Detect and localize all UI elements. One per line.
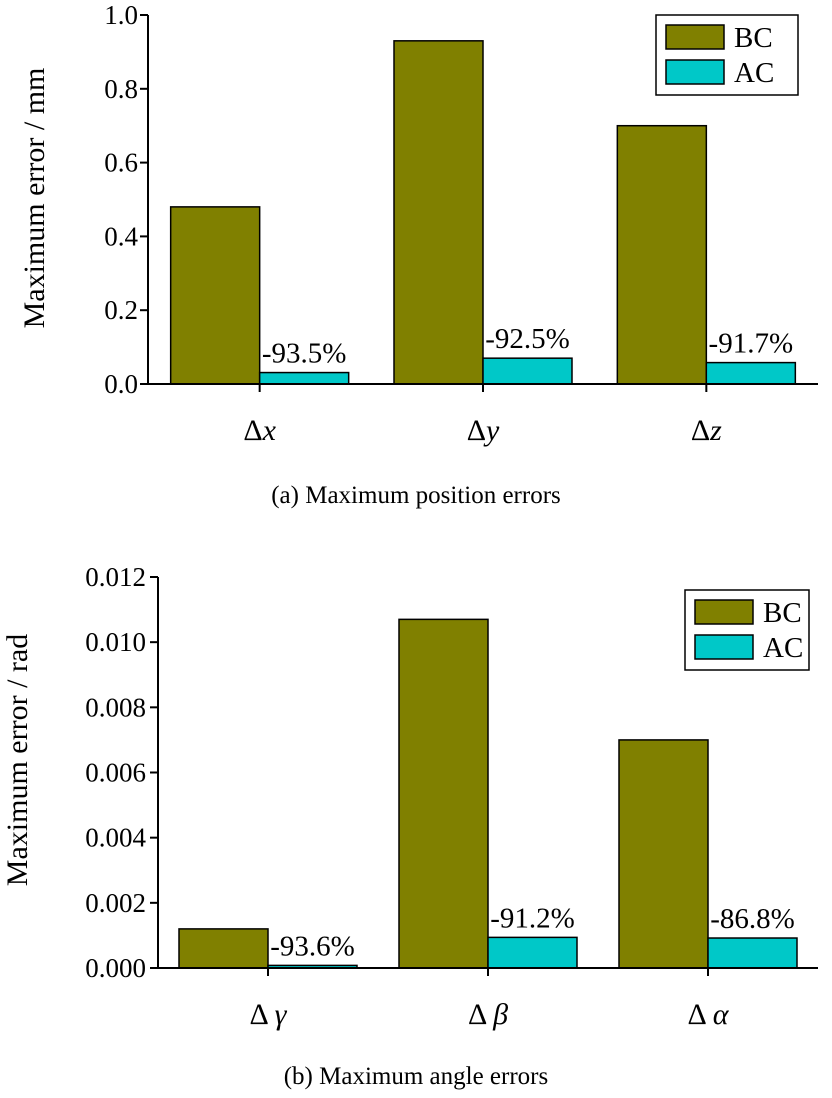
panel-a-axes [147,15,818,392]
x-category-label: Δ γ [250,998,288,1031]
legend-label-ac: AC [763,632,803,664]
y-tick-label: 0.010 [85,627,146,657]
reduction-label: -93.6% [270,930,355,962]
x-category-label: Δ α [688,998,730,1031]
y-tick-label: 1.0 [104,0,138,30]
panel-b-ylabel: Maximum error / rad [1,634,34,886]
bar-bc [169,206,261,385]
reduction-label: -86.8% [710,903,795,935]
legend-label-ac: AC [734,57,774,89]
panel-a-yticks: 0.0 0.2 0.4 0.6 0.8 1.0 [104,0,148,399]
panel-a-bars [169,40,797,385]
panel-b-data-labels: -93.6% -91.2% -86.8% [270,902,795,962]
panel-b-caption: (b) Maximum angle errors [284,1063,549,1090]
panel-b-bars [178,618,798,969]
y-tick-label: 0.008 [85,692,146,722]
bar-bc [398,618,489,969]
legend-swatch-bc [694,599,754,625]
y-tick-label: 0.006 [85,758,146,788]
x-category-label: Δy [467,414,500,447]
panel-b-yticks: 0.000 0.002 0.004 0.006 0.008 0.010 0.012 [85,562,158,983]
y-tick-label: 0.2 [104,295,138,325]
y-tick-label: 0.0 [104,369,138,399]
reduction-label: -91.2% [490,902,575,934]
y-tick-label: 0.8 [104,74,138,104]
bar-ac [705,361,797,385]
panel-a-data-labels: -93.5% -92.5% -91.7% [262,323,793,369]
panel-a-ylabel: Maximum error / mm [18,68,51,329]
x-category-label: Δz [691,414,722,447]
bar-bc [178,928,269,969]
y-tick-label: 0.012 [85,562,146,592]
y-tick-label: 0.4 [104,221,138,251]
y-tick-label: 0.000 [85,953,146,983]
legend-label-bc: BC [763,597,802,629]
y-tick-label: 0.004 [85,823,146,853]
legend-swatch-bc [665,24,725,50]
bar-bc [393,40,484,385]
y-tick-label: 0.002 [85,888,146,918]
bar-ac [487,936,578,969]
legend-swatch-ac [694,634,754,660]
legend-swatch-ac [665,59,725,85]
bar-ac [707,937,798,969]
panel-a: 0.00.20.40.60.81.0 Δx Δy Δz -93.5% -92.5% -9… [18,0,818,509]
panel-a-caption: (a) Maximum position errors [271,482,561,509]
reduction-label: -93.5% [262,338,347,370]
bar-ac [482,357,573,385]
bar-ac [258,371,350,385]
x-category-label: Δ β [468,998,508,1031]
panel-b: 0.000 0.002 0.004 0.006 0.008 0.010 0.012 Δ γ Δ… [1,562,818,1090]
reduction-label: -91.7% [709,328,794,360]
legend-label-bc: BC [734,22,773,54]
x-category-label: Δx [243,414,276,447]
y-tick-label: 0.6 [104,148,138,178]
reduction-label: -92.5% [485,323,570,355]
panel-a-categories: Δx Δy Δz [243,414,722,447]
bar-bc [616,124,708,385]
bar-bc [618,739,709,969]
